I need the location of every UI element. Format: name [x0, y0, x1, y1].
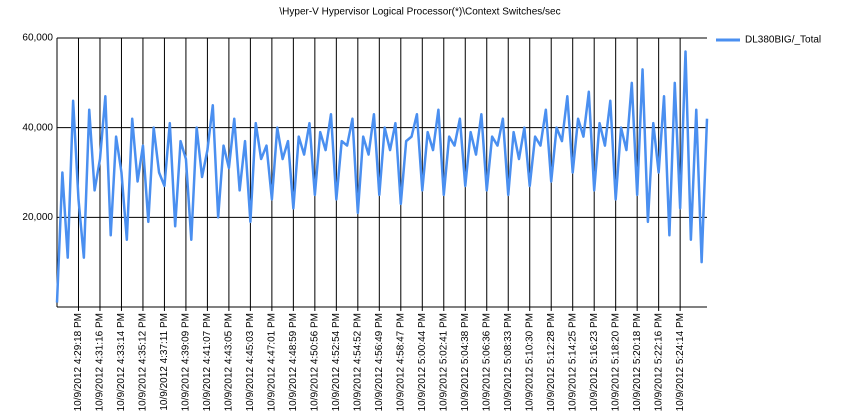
data-line	[55, 50, 709, 303]
x-tick-label: 10/9/2012 5:06:36 PM	[481, 313, 492, 411]
legend-label: DL380BIG/_Total	[745, 35, 821, 46]
x-tick-label: 10/9/2012 5:10:30 PM	[524, 313, 535, 411]
x-tick-label: 10/9/2012 4:43:05 PM	[224, 313, 235, 411]
x-tick-label: 10/9/2012 4:54:52 PM	[352, 313, 363, 411]
x-tick-label: 10/9/2012 5:00:44 PM	[417, 313, 428, 411]
x-tick-label: 10/9/2012 4:29:18 PM	[73, 313, 84, 411]
x-tick-label: 10/9/2012 5:12:28 PM	[546, 313, 557, 411]
x-tick-label: 10/9/2012 5:08:33 PM	[503, 313, 514, 411]
x-tick-label: 10/9/2012 5:02:41 PM	[438, 313, 449, 411]
x-tick-label: 10/9/2012 4:58:47 PM	[395, 313, 406, 411]
x-tick-label: 10/9/2012 4:56:49 PM	[374, 313, 385, 411]
x-tick-label: 10/9/2012 5:18:20 PM	[610, 313, 621, 411]
x-tick-label: 10/9/2012 4:31:16 PM	[95, 313, 106, 411]
x-tick-label: 10/9/2012 4:50:56 PM	[309, 313, 320, 411]
x-tick-label: 10/9/2012 5:24:14 PM	[675, 313, 686, 411]
x-tick-label: 10/9/2012 4:41:07 PM	[202, 313, 213, 411]
y-tick-label: 60,000	[22, 33, 53, 44]
x-tick-label: 10/9/2012 5:22:16 PM	[653, 313, 664, 411]
x-tick-label: 10/9/2012 4:39:09 PM	[181, 313, 192, 411]
x-tick-label: 10/9/2012 4:35:12 PM	[138, 313, 149, 411]
x-tick-label: 10/9/2012 4:48:59 PM	[288, 313, 299, 411]
x-tick-label: 10/9/2012 4:37:11 PM	[159, 313, 170, 411]
x-tick-label: 10/9/2012 4:47:01 PM	[267, 313, 278, 411]
x-tick-label: 10/9/2012 5:04:38 PM	[460, 313, 471, 411]
x-tick-label: 10/9/2012 4:45:03 PM	[245, 313, 256, 411]
y-tick-label: 40,000	[22, 122, 53, 133]
x-tick-label: 10/9/2012 5:20:18 PM	[632, 313, 643, 411]
x-tick-label: 10/9/2012 4:33:14 PM	[116, 313, 127, 411]
x-tick-label: 10/9/2012 5:14:25 PM	[567, 313, 578, 411]
y-tick-label: 20,000	[22, 212, 53, 223]
chart-title: \Hyper-V Hypervisor Logical Processor(*)…	[279, 7, 560, 18]
x-tick-label: 10/9/2012 4:52:54 PM	[331, 313, 342, 411]
x-tick-label: 10/9/2012 5:16:23 PM	[589, 313, 600, 411]
